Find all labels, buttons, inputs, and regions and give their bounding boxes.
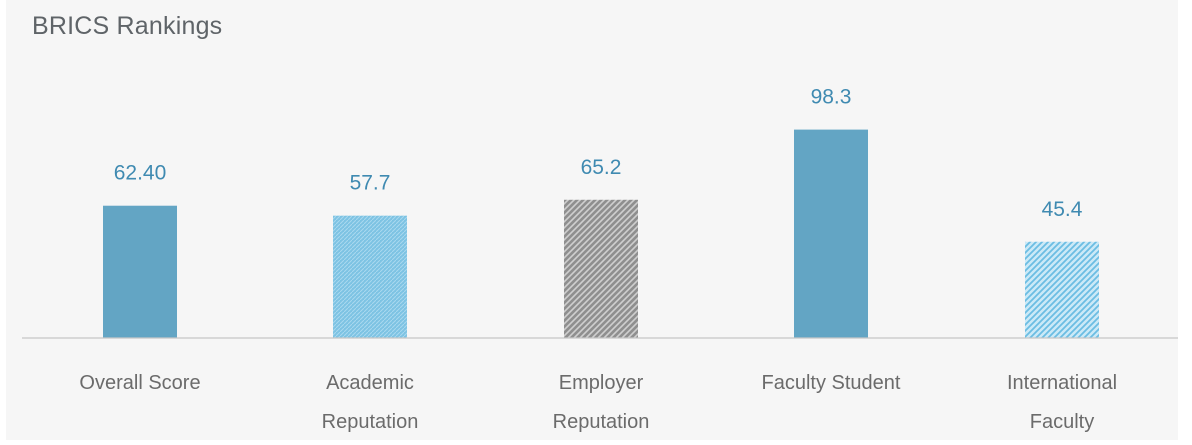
bar-value-label: 98.3 bbox=[811, 86, 852, 109]
bar bbox=[103, 205, 177, 338]
bar bbox=[1025, 241, 1099, 338]
bar-value-label: 57.7 bbox=[350, 172, 391, 195]
bar bbox=[564, 199, 638, 338]
x-tick-label: Reputation bbox=[322, 411, 419, 433]
bar bbox=[794, 129, 868, 338]
chart-title: BRICS Rankings bbox=[32, 12, 223, 40]
x-tick-label: Overall Score bbox=[79, 372, 200, 394]
bars-group: 62.40 57.7 65.2 98.3 45.4 bbox=[103, 86, 1099, 338]
x-tick-label: International bbox=[1007, 372, 1117, 394]
x-tick-label: Reputation bbox=[553, 411, 650, 433]
x-tick-label: Faculty bbox=[1030, 411, 1094, 433]
bar-value-label: 45.4 bbox=[1042, 198, 1083, 221]
x-tick-label: Faculty Student bbox=[762, 372, 901, 394]
x-tick-label: Academic bbox=[326, 372, 414, 394]
bar-value-label: 65.2 bbox=[581, 156, 622, 179]
bar-value-label: 62.40 bbox=[114, 162, 167, 185]
x-tick-label: Employer bbox=[559, 372, 644, 394]
bar bbox=[333, 215, 407, 338]
